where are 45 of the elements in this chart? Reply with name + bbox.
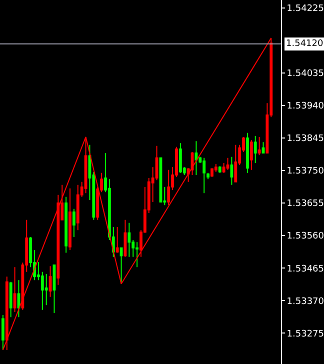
y-tick-label: 1.53465 bbox=[286, 264, 324, 274]
candlestick bbox=[1, 314, 4, 350]
y-tick-label: 1.53750 bbox=[286, 166, 324, 177]
candlestick bbox=[234, 144, 238, 182]
candlestick bbox=[120, 247, 123, 284]
candlestick bbox=[48, 266, 52, 298]
candlestick bbox=[258, 136, 261, 156]
candlestick bbox=[44, 273, 48, 306]
candlestick bbox=[136, 242, 139, 268]
candlestick bbox=[167, 169, 170, 206]
y-tick-label: 1.53560 bbox=[286, 232, 324, 242]
y-tick-label: 1.54225 bbox=[286, 4, 324, 14]
candlestick bbox=[52, 264, 56, 314]
y-tick-label: 1.53845 bbox=[286, 134, 324, 144]
candlestick bbox=[226, 157, 230, 170]
candlestick bbox=[246, 132, 249, 174]
candlestick bbox=[13, 266, 16, 312]
candlestick bbox=[100, 172, 104, 193]
y-tick-label: 1.53655 bbox=[286, 199, 324, 210]
candlestick bbox=[128, 222, 131, 258]
candlestick bbox=[72, 208, 76, 238]
candlestick bbox=[124, 219, 127, 258]
candlestick bbox=[254, 135, 257, 164]
candlestick bbox=[262, 142, 265, 154]
candlestick bbox=[210, 168, 214, 178]
candlestick bbox=[64, 196, 68, 254]
y-tick-label: 1.54035 bbox=[286, 69, 324, 80]
ref-line-label: 1.54120 bbox=[286, 39, 324, 49]
y-tick-label: 1.53940 bbox=[286, 102, 324, 112]
candlestick bbox=[178, 142, 182, 174]
candlestick bbox=[218, 166, 222, 174]
candlestick bbox=[202, 157, 206, 194]
candlestick bbox=[194, 140, 198, 176]
y-tick-label: 1.53275 bbox=[286, 329, 324, 340]
candlestick bbox=[68, 188, 72, 250]
candlestick bbox=[230, 156, 234, 186]
candlestick bbox=[250, 140, 253, 170]
candlestick bbox=[96, 186, 100, 220]
candlestick bbox=[116, 226, 119, 254]
candlestick bbox=[17, 280, 20, 318]
candlestick bbox=[76, 184, 80, 231]
candlestick bbox=[9, 281, 12, 318]
candlestick bbox=[84, 136, 88, 194]
candlestick bbox=[206, 172, 210, 180]
y-tick-label: 1.53370 bbox=[286, 296, 324, 307]
